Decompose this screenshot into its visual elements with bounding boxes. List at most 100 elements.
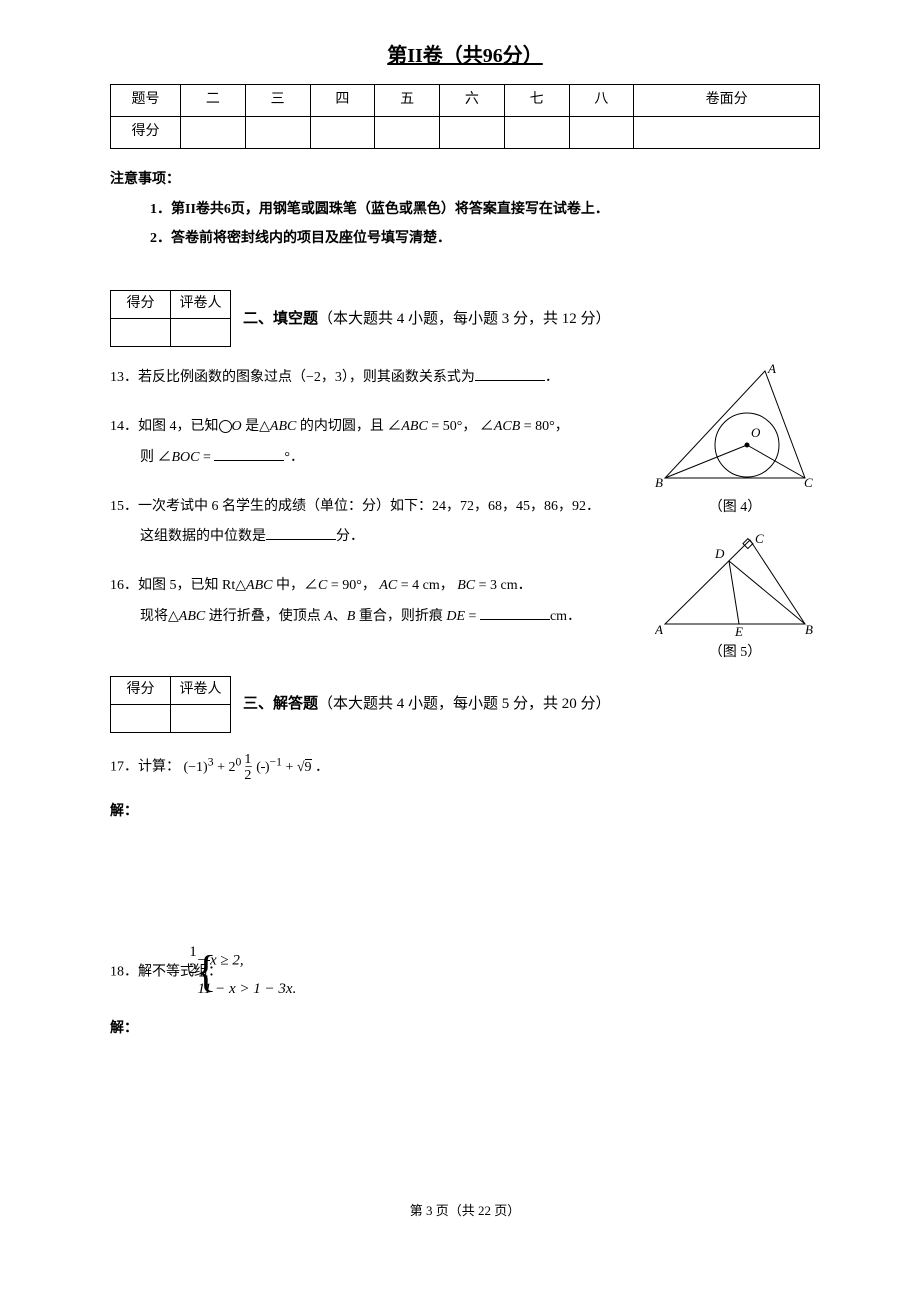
q13-text-a: 若反比例函数的图象过点（ (138, 370, 306, 385)
ineq-1: −12x ≥ 2, (228, 944, 297, 978)
page-title: 第II卷（共96分） (110, 40, 820, 72)
cell (569, 117, 634, 149)
question-18: 18．解不等式组： { −12x ≥ 2, 11 − x > 1 − 3x. (110, 944, 820, 1001)
q16-tri: ABC (246, 578, 272, 593)
col-8: 八 (569, 85, 634, 117)
section-3-title: 三、解答题（本大题共 4 小题，每小题 5 分，共 20 分） (243, 692, 611, 716)
q14-blank (214, 447, 284, 461)
q14-ang1: ABC (401, 419, 427, 434)
svg-text:E: E (734, 624, 743, 638)
q13-num: 13． (110, 370, 138, 385)
section-2-header: 得分 评卷人 二、填空题（本大题共 4 小题，每小题 3 分，共 12 分） (110, 290, 820, 347)
q16-angC: C (318, 578, 327, 593)
triangle-icon: △ (168, 609, 179, 624)
q17-label: 计算： (138, 760, 180, 775)
instructions-heading: 注意事项： (110, 169, 820, 191)
grader-table-3: 得分 评卷人 (110, 676, 231, 733)
q14-tri: ABC (270, 419, 296, 434)
system-brace: { −12x ≥ 2, 11 − x > 1 − 3x. (226, 944, 297, 1001)
q16-line2-a: 现将 (140, 609, 168, 624)
q16-de: DE (446, 609, 465, 624)
mini-cell (111, 319, 171, 347)
cell (181, 117, 246, 149)
cell (245, 117, 310, 149)
figure-5: C D A E B (655, 532, 815, 638)
q16-a: 如图 5，已知 Rt (138, 578, 235, 593)
col-label: 题号 (111, 85, 181, 117)
q14-line2-a: 则 (140, 450, 158, 465)
q15-line2: 这组数据的中位数是 (140, 529, 266, 544)
col-2: 二 (181, 85, 246, 117)
section-2-bold: 二、填空题 (243, 311, 318, 327)
q14-ang2: ACB (494, 419, 520, 434)
q15-a: 一次考试中 6 名学生的成绩（单位：分）如下：24，72，68，45，86，92… (138, 499, 600, 514)
q14-a: 如图 4，已知 (138, 419, 219, 434)
grader-table: 得分 评卷人 (110, 290, 231, 347)
figure-4: A B C O (655, 363, 815, 493)
svg-text:A: A (767, 363, 776, 376)
score-value-row: 得分 (111, 117, 820, 149)
ineq-2: 11 − x > 1 − 3x. (228, 978, 297, 1001)
q16-tri2: ABC (179, 609, 205, 624)
cell (634, 117, 820, 149)
tail: ． (312, 760, 330, 775)
q16-unit: cm． (550, 609, 581, 624)
q13-pt-x: −2 (306, 370, 321, 385)
mini-cell (171, 319, 231, 347)
col-6: 六 (440, 85, 505, 117)
mini-grader-label: 评卷人 (171, 291, 231, 319)
p1-base: (−1) (184, 760, 208, 775)
section-3-rest: （本大题共 4 小题，每小题 5 分，共 20 分） (318, 696, 611, 712)
plus2: + (282, 760, 297, 775)
q17-num: 17． (110, 760, 138, 775)
q13-blank (475, 367, 545, 381)
frac-exp: −1 (270, 755, 282, 768)
mini-score-label: 得分 (111, 291, 171, 319)
score-table: 题号 二 三 四 五 六 七 八 卷面分 得分 (110, 84, 820, 149)
solution-label-17: 解： (110, 801, 820, 823)
q13-sep: ， (321, 370, 335, 385)
q16-ac-val: = 4 cm (397, 578, 440, 593)
q14-ang1-val: = 50° (428, 419, 463, 434)
svg-text:B: B (655, 475, 663, 490)
figure-5-caption: （图 5） (709, 642, 762, 664)
q16-angC-val: = 90° (327, 578, 362, 593)
question-14: 14．如图 4，已知·O 是△ABC 的内切圆，且 ∠ABC = 50°， ∠A… (110, 412, 640, 474)
q15-blank (266, 526, 336, 540)
solution-label-18: 解： (110, 1018, 820, 1040)
section-3-header: 得分 评卷人 三、解答题（本大题共 4 小题，每小题 5 分，共 20 分） (110, 676, 820, 733)
mini-score-label: 得分 (111, 676, 171, 704)
instruction-1: 1．第II卷共6页，用钢笔或圆珠笔（蓝色或黑色）将答案直接写在试卷上． (150, 199, 820, 221)
col-3: 三 (245, 85, 310, 117)
section-3-bold: 三、解答题 (243, 696, 318, 712)
q13-pt-y: 3 (335, 370, 342, 385)
q14-ang3: BOC (172, 450, 200, 465)
q15-unit: 分． (336, 529, 364, 544)
q13-tail: ． (545, 370, 559, 385)
frac-d: 2 (261, 768, 265, 783)
mini-grader-label: 评卷人 (171, 676, 231, 704)
q14-num: 14． (110, 419, 138, 434)
row-label: 得分 (111, 117, 181, 149)
q18-num: 18． (110, 964, 138, 979)
figure-4-caption: （图 4） (709, 497, 762, 519)
instruction-2: 2．答卷前将密封线内的项目及座位号填写清楚． (150, 228, 820, 250)
section-2-rest: （本大题共 4 小题，每小题 3 分，共 12 分） (318, 311, 611, 327)
plus1: + (214, 760, 229, 775)
q16-num: 16． (110, 578, 138, 593)
q16-blank (480, 606, 550, 620)
q14-c: 的内切圆，且 (296, 419, 384, 434)
question-17: 17．计算： (−1)3 + 20 − (12)−1 + √9 ． (110, 749, 820, 783)
instructions-list: 1．第II卷共6页，用钢笔或圆珠笔（蓝色或黑色）将答案直接写在试卷上． 2．答卷… (150, 199, 820, 250)
q16-b: 中， (272, 578, 304, 593)
q14-b: 是 (242, 419, 260, 434)
q14-ang2-val: = 80° (520, 419, 555, 434)
frac-half: 12 (261, 752, 265, 784)
sqrt-icon: √9 (297, 759, 312, 775)
col-4: 四 (310, 85, 375, 117)
ineq1-b: x ≥ 2, (210, 952, 244, 968)
q17-expr: (−1)3 + 20 − (12)−1 + √9 ． (184, 760, 330, 775)
q16-line2-c: 重合，则折痕 (355, 609, 446, 624)
frac-n: 1 (261, 752, 265, 768)
cell (375, 117, 440, 149)
